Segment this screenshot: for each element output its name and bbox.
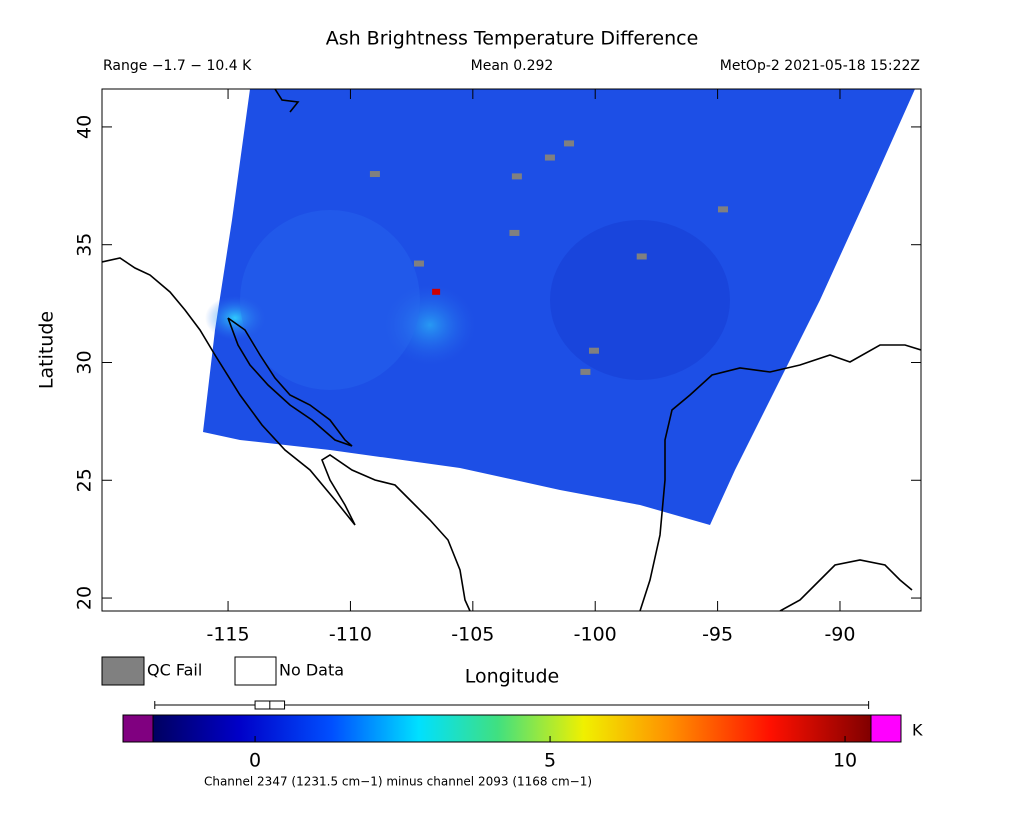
x-axis-label: Longitude [465,666,560,688]
qc-fail-pixel [511,173,522,180]
coastline [779,559,913,611]
coastline [227,317,353,447]
y-tick-label: 35 [74,233,96,257]
qc-fail-pixel [580,368,591,375]
swath-patch [205,296,265,340]
legend-label: No Data [279,661,344,680]
plot-frame [101,88,922,612]
qc-fail-pixel [636,253,647,260]
coastline [102,257,471,611]
qc-fail-pixel [544,154,555,161]
legend-swatch [234,656,277,686]
x-tick-label: -105 [451,624,494,646]
y-axis-label: Latitude [36,311,58,389]
mean-text: Mean 0.292 [471,58,554,74]
qc-fail-pixel [717,206,728,213]
x-tick-label: -100 [574,624,617,646]
x-tick-label: -115 [206,624,249,646]
colorbar-over [870,714,902,743]
colorbar-tick-label: 5 [544,750,556,772]
colorbar-tick-label: 10 [833,750,857,772]
qc-fail-pixel [564,140,575,147]
swath-patch [240,210,420,390]
swath [203,89,915,525]
legend-swatch [101,656,145,686]
qc-fail-pixel [588,347,599,354]
colorbar-unit: K [912,721,923,740]
hot-pixel [432,288,441,295]
source-text: MetOp-2 2021-05-18 15:22Z [720,58,920,74]
swath-patch [385,285,475,365]
x-tick-label: -95 [702,624,733,646]
colorbar-label: Channel 2347 (1231.5 cm−1) minus channel… [204,775,592,789]
coastline [274,89,300,113]
y-tick-label: 25 [74,468,96,492]
range-text: Range −1.7 − 10.4 K [103,58,252,74]
qc-fail-pixel [413,260,424,267]
qc-fail-pixel [369,171,380,178]
x-tick-label: -110 [329,624,372,646]
y-tick-label: 30 [74,350,96,374]
colorbar [152,714,872,743]
swath-patch [550,220,730,380]
title: Ash Brightness Temperature Difference [326,28,699,50]
coastline [639,344,921,611]
colorbar-tick-label: 0 [249,750,261,772]
y-tick-label: 20 [74,586,96,610]
map-area [102,89,921,611]
legend-label: QC Fail [147,661,202,680]
x-tick-label: -90 [824,624,855,646]
y-tick-label: 40 [74,115,96,139]
qc-fail-pixel [509,229,520,236]
colorbar-under [122,714,154,743]
